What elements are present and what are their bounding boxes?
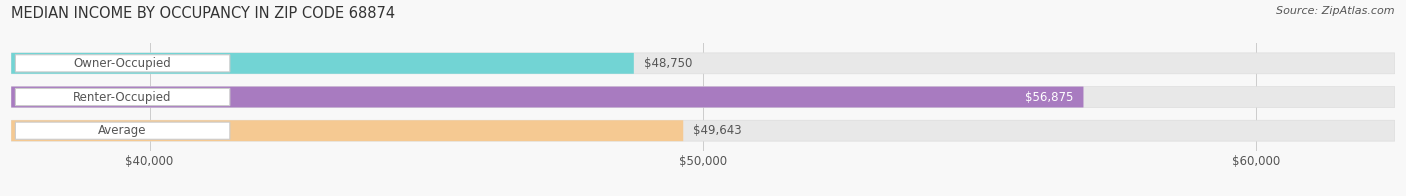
FancyBboxPatch shape xyxy=(11,120,683,141)
FancyBboxPatch shape xyxy=(15,88,229,106)
Text: Average: Average xyxy=(98,124,146,137)
Text: Owner-Occupied: Owner-Occupied xyxy=(73,57,172,70)
FancyBboxPatch shape xyxy=(11,87,1395,107)
Text: Source: ZipAtlas.com: Source: ZipAtlas.com xyxy=(1277,6,1395,16)
Text: $56,875: $56,875 xyxy=(1025,91,1074,103)
FancyBboxPatch shape xyxy=(11,53,634,74)
FancyBboxPatch shape xyxy=(11,120,1395,141)
FancyBboxPatch shape xyxy=(15,122,229,139)
FancyBboxPatch shape xyxy=(15,55,229,72)
FancyBboxPatch shape xyxy=(11,87,1084,107)
Text: Renter-Occupied: Renter-Occupied xyxy=(73,91,172,103)
FancyBboxPatch shape xyxy=(11,53,1395,74)
Text: $48,750: $48,750 xyxy=(644,57,692,70)
Text: $49,643: $49,643 xyxy=(693,124,741,137)
Text: MEDIAN INCOME BY OCCUPANCY IN ZIP CODE 68874: MEDIAN INCOME BY OCCUPANCY IN ZIP CODE 6… xyxy=(11,6,395,21)
